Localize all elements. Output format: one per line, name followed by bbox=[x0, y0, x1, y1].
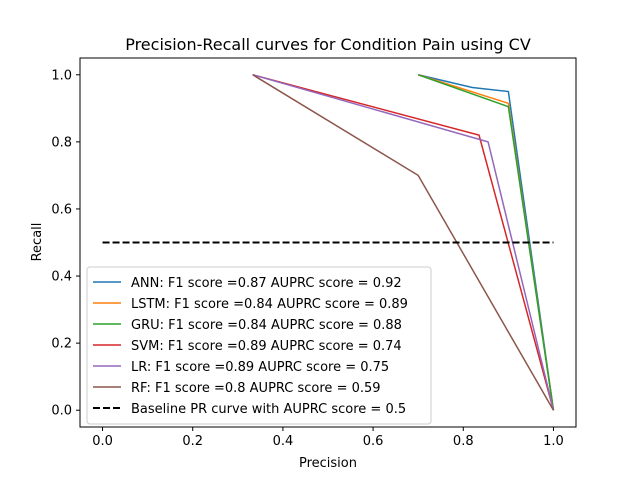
legend-label-1: LSTM: F1 score =0.84 AUPRC score = 0.89 bbox=[131, 297, 408, 312]
series-line-3 bbox=[252, 74, 555, 411]
y-axis-label: Recall bbox=[30, 223, 45, 262]
legend-label-0: ANN: F1 score =0.87 AUPRC score = 0.92 bbox=[131, 276, 402, 291]
series-line-5 bbox=[252, 74, 555, 411]
x-tick-label: 1.0 bbox=[543, 434, 564, 449]
legend-label-5: RF: F1 score =0.8 AUPRC score = 0.59 bbox=[131, 381, 381, 396]
x-tick-label: 0.6 bbox=[363, 434, 384, 449]
legend-label-6: Baseline PR curve with AUPRC score = 0.5 bbox=[131, 402, 406, 417]
legend: ANN: F1 score =0.87 AUPRC score = 0.92 LS… bbox=[86, 266, 432, 425]
series-line-0 bbox=[418, 74, 555, 411]
x-tick-label: 0.8 bbox=[453, 434, 474, 449]
x-axis-label: Precision bbox=[299, 456, 357, 471]
y-tick-label: 0.2 bbox=[51, 337, 72, 352]
x-tick-label: 0.0 bbox=[92, 434, 113, 449]
x-tick-label: 0.4 bbox=[273, 434, 294, 449]
legend-label-2: GRU: F1 score =0.84 AUPRC score = 0.88 bbox=[131, 318, 402, 333]
y-tick-label: 0.4 bbox=[51, 270, 72, 285]
axes: 0.0 0.2 0.4 0.6 0.8 1.0 0.0 0.2 0.4 0.6 0.8 1.0 bbox=[51, 57, 577, 449]
y-tick-label: 0.0 bbox=[51, 404, 72, 419]
series-line-2 bbox=[417, 74, 555, 411]
series-line-4 bbox=[252, 74, 555, 411]
chart-title: Precision-Recall curves for Condition Pa… bbox=[125, 35, 531, 54]
legend-label-4: LR: F1 score =0.89 AUPRC score = 0.75 bbox=[131, 360, 389, 375]
y-tick-label: 0.6 bbox=[51, 202, 72, 217]
legend-label-3: SVM: F1 score =0.89 AUPRC score = 0.74 bbox=[131, 339, 402, 354]
y-tick-label: 0.8 bbox=[51, 135, 72, 150]
axes-frame bbox=[79, 57, 577, 428]
legend-box bbox=[86, 266, 432, 425]
y-tick-label: 1.0 bbox=[51, 68, 72, 83]
plot-area bbox=[102, 74, 555, 411]
x-tick-label: 0.2 bbox=[182, 434, 203, 449]
